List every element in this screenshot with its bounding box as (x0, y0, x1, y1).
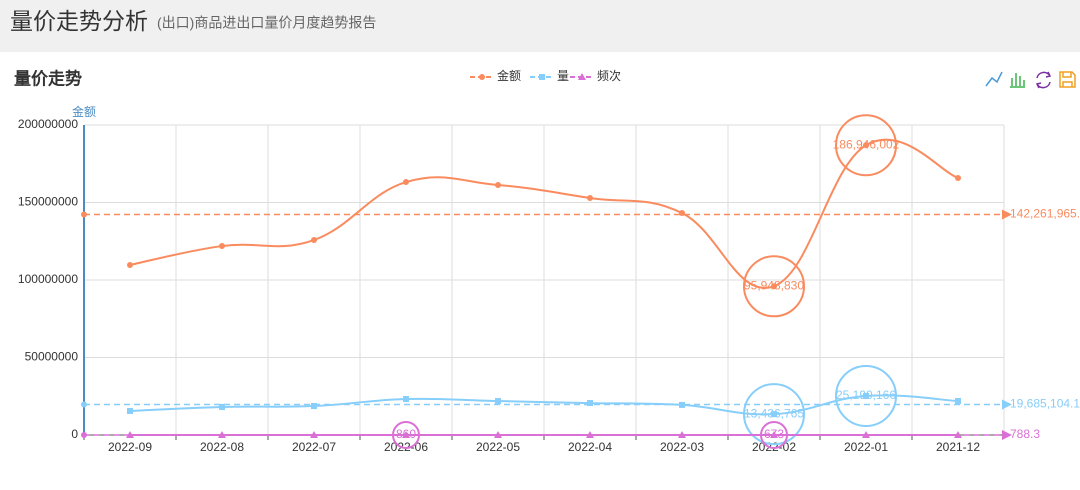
y-tick-label: 50000000 (25, 350, 79, 364)
legend-symbol (578, 73, 586, 80)
page-title: 量价走势分析 (10, 8, 148, 34)
average-start (81, 211, 87, 218)
point (586, 430, 594, 438)
point (495, 398, 501, 405)
mark-point-label: 13,436,765 (744, 406, 804, 420)
refresh-icon[interactable] (1035, 71, 1052, 89)
point (863, 142, 869, 149)
point (219, 243, 225, 250)
point (679, 401, 685, 408)
series-line (129, 138, 959, 289)
point (311, 403, 317, 410)
point (587, 195, 593, 202)
x-tick-label: 2021-12 (936, 440, 980, 454)
y-tick-label: 0 (71, 427, 78, 441)
x-tick-label: 2022-03 (660, 440, 704, 454)
legend-label: 量 (557, 69, 569, 83)
average-arrow (1002, 399, 1012, 410)
average-label: 142,261,965.6 (1010, 207, 1080, 221)
mark-point-label: 25,190,166 (836, 388, 896, 402)
point (587, 400, 593, 407)
point (127, 261, 133, 268)
x-tick-label: 2022-07 (292, 440, 336, 454)
point (954, 430, 962, 438)
point (311, 237, 317, 244)
save-icon[interactable] (1059, 71, 1076, 88)
mark-point (743, 255, 805, 318)
page-subtitle: (出口)商品进出口量价月度趋势报告 (157, 15, 376, 31)
line-icon[interactable] (985, 71, 1003, 87)
legend-symbol (479, 74, 485, 80)
point (771, 283, 777, 290)
average-start (81, 401, 87, 408)
mark-point (835, 364, 897, 427)
y-tick-label: 200000000 (18, 117, 78, 131)
x-tick-label: 2022-01 (844, 440, 888, 454)
point (218, 430, 226, 438)
point (955, 398, 961, 405)
point (678, 430, 686, 438)
average-label: 19,685,104.1 (1010, 397, 1080, 411)
mark-point (743, 383, 805, 446)
average-label: 788.3 (1010, 427, 1040, 441)
point (219, 403, 225, 410)
x-tick-label: 2022-08 (200, 440, 244, 454)
point (126, 430, 134, 438)
legend-label: 频次 (597, 69, 621, 83)
point (679, 210, 685, 217)
average-arrow (1002, 429, 1012, 440)
average-arrow (1002, 209, 1012, 220)
mark-point-label: 673 (764, 427, 784, 441)
mark-point-label: 95,948,830 (744, 278, 804, 292)
mark-point-label: 186,946,002 (833, 137, 900, 151)
mark-point (835, 114, 897, 177)
toolbox (985, 71, 1076, 89)
point (402, 430, 410, 438)
series-line (129, 394, 959, 416)
legend-label: 金额 (497, 68, 521, 83)
point (770, 430, 778, 438)
point (863, 392, 869, 399)
point (127, 407, 133, 414)
header-bg (0, 0, 1080, 52)
point (403, 396, 409, 403)
chart-title: 量价走势 (14, 68, 82, 88)
x-tick-label: 2022-09 (108, 440, 152, 454)
point (310, 430, 318, 438)
point (955, 175, 961, 182)
mark-point (392, 420, 420, 449)
point (495, 181, 501, 188)
point (771, 411, 777, 418)
bar-icon[interactable] (1010, 73, 1025, 88)
point (403, 179, 409, 186)
x-tick-label: 2022-05 (476, 440, 520, 454)
point (862, 430, 870, 438)
y-axis-name: 金额 (72, 104, 96, 119)
point (494, 430, 502, 438)
x-tick-label: 2022-04 (568, 440, 612, 454)
y-tick-label: 150000000 (18, 195, 78, 209)
average-start (81, 431, 87, 438)
mark-point (760, 420, 788, 449)
legend-symbol (539, 74, 545, 80)
mark-point-label: 860 (396, 427, 416, 441)
y-tick-label: 100000000 (18, 272, 78, 286)
